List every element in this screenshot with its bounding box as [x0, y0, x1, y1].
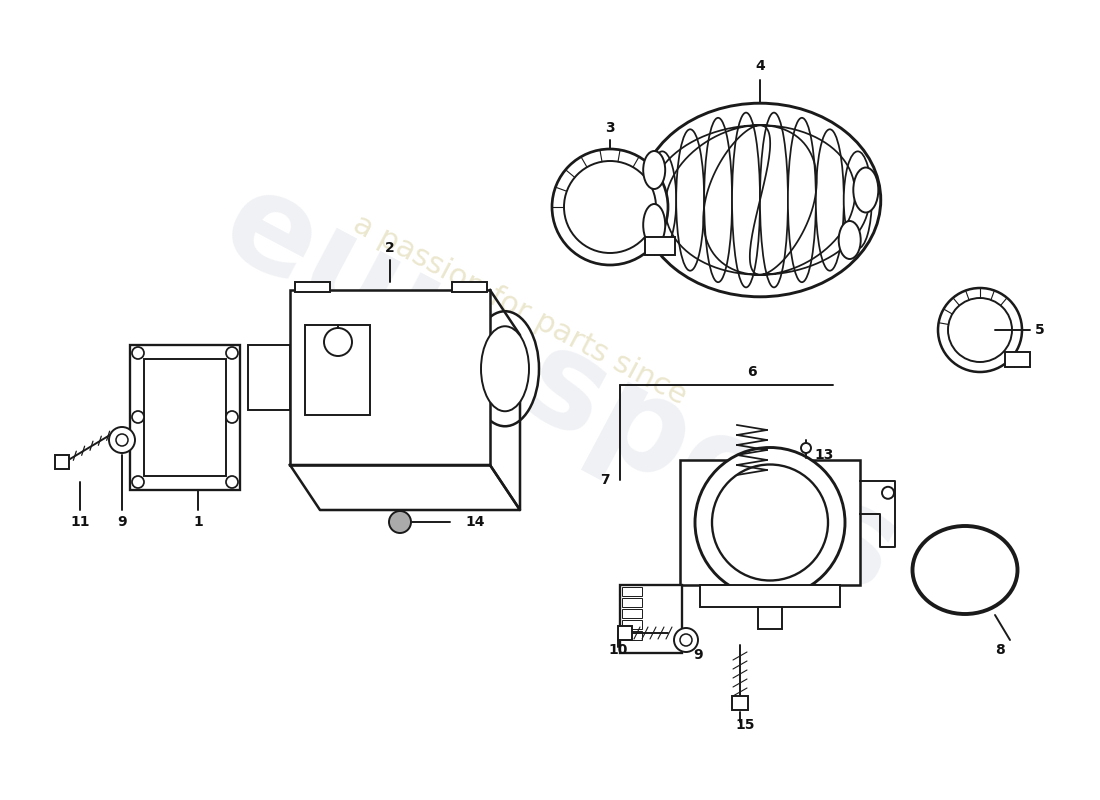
Circle shape [324, 328, 352, 356]
Ellipse shape [760, 113, 788, 287]
Circle shape [948, 298, 1012, 362]
Ellipse shape [844, 151, 871, 249]
Bar [144, 359, 225, 476]
Circle shape [132, 347, 144, 359]
Bar [621, 587, 642, 596]
Circle shape [674, 628, 698, 652]
Circle shape [882, 486, 894, 499]
Text: 9: 9 [693, 648, 703, 662]
Circle shape [116, 434, 128, 446]
Text: 10: 10 [608, 643, 628, 657]
Circle shape [552, 149, 668, 265]
Bar [758, 607, 782, 629]
Bar [621, 609, 642, 618]
Ellipse shape [644, 151, 666, 189]
Bar [618, 626, 632, 640]
Text: 8: 8 [996, 643, 1005, 657]
Bar [130, 345, 240, 490]
Ellipse shape [838, 221, 860, 259]
Text: 14: 14 [465, 515, 485, 529]
Circle shape [226, 411, 238, 423]
Circle shape [132, 411, 144, 423]
Bar [305, 325, 370, 415]
Ellipse shape [788, 118, 816, 282]
Ellipse shape [732, 113, 760, 287]
Circle shape [226, 347, 238, 359]
Text: 7: 7 [601, 473, 609, 487]
Bar [452, 282, 487, 292]
Ellipse shape [913, 526, 1018, 614]
Circle shape [132, 476, 144, 488]
Bar [290, 290, 490, 465]
Circle shape [226, 476, 238, 488]
Circle shape [680, 634, 692, 646]
Text: 15: 15 [735, 718, 755, 732]
Bar [295, 282, 330, 292]
Bar [620, 585, 682, 653]
Text: 1: 1 [194, 515, 202, 529]
Ellipse shape [481, 326, 529, 411]
Bar [621, 598, 642, 607]
Ellipse shape [648, 151, 676, 249]
Text: 9: 9 [118, 515, 127, 529]
Bar [700, 585, 840, 607]
Ellipse shape [854, 167, 878, 213]
Bar [645, 237, 675, 255]
Ellipse shape [676, 130, 704, 270]
Circle shape [712, 465, 828, 581]
Bar [248, 345, 290, 410]
Circle shape [109, 427, 135, 453]
Text: 6: 6 [747, 365, 757, 379]
Text: 2: 2 [385, 241, 395, 255]
Ellipse shape [816, 130, 844, 270]
Ellipse shape [639, 103, 881, 297]
Ellipse shape [704, 118, 733, 282]
Text: 11: 11 [70, 515, 90, 529]
Bar [680, 460, 860, 585]
Circle shape [564, 161, 656, 253]
Circle shape [389, 511, 411, 533]
Ellipse shape [471, 311, 539, 426]
Text: eurospers: eurospers [201, 159, 918, 621]
Circle shape [695, 447, 845, 598]
Bar [1005, 352, 1030, 367]
Text: a passion for parts since: a passion for parts since [349, 210, 692, 410]
Text: 3: 3 [605, 121, 615, 135]
Circle shape [938, 288, 1022, 372]
Bar [55, 455, 69, 469]
Bar [621, 631, 642, 640]
Bar [621, 620, 642, 629]
Ellipse shape [644, 204, 666, 246]
Bar [732, 696, 748, 710]
Text: 13: 13 [814, 448, 834, 462]
Text: 5: 5 [1035, 323, 1045, 337]
Circle shape [801, 443, 811, 453]
Text: 4: 4 [755, 59, 764, 73]
